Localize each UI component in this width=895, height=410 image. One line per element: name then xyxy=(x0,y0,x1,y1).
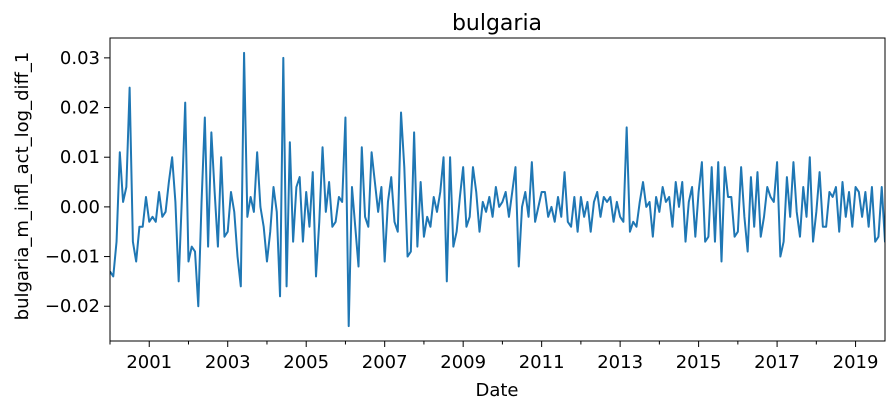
series-line-0 xyxy=(110,51,885,328)
x-tick-label: 2001 xyxy=(126,352,172,373)
y-tick-label: 0.02 xyxy=(60,98,100,119)
x-tick-label: 2017 xyxy=(754,352,800,373)
x-tick-label: 2007 xyxy=(362,352,408,373)
x-tick-label: 2013 xyxy=(597,352,643,373)
chart-title: bulgaria xyxy=(452,11,542,36)
y-tick-label: −0.01 xyxy=(45,247,100,268)
plot-area xyxy=(110,51,885,328)
y-tick-label: 0.01 xyxy=(60,147,100,168)
x-axis-label: Date xyxy=(475,380,518,401)
x-tick-label: 2003 xyxy=(205,352,251,373)
x-tick-label: 2019 xyxy=(833,352,879,373)
x-axis: 2001 2003 2005 2007 2009 2011 2013 2015 2017 2019 xyxy=(109,341,879,373)
y-tick-label: 0.03 xyxy=(60,48,100,69)
x-tick-label: 2011 xyxy=(519,352,565,373)
x-tick-label: 2005 xyxy=(283,352,329,373)
y-axis-label: bulgaria_m_infl_act_log_diff_1 xyxy=(12,52,33,321)
y-tick-label: −0.02 xyxy=(45,296,100,317)
x-tick-label: 2015 xyxy=(676,352,722,373)
y-tick-label: 0.00 xyxy=(60,197,100,218)
y-axis: 0.03 0.02 0.01 0.00 −0.01 −0.02 xyxy=(45,48,110,317)
x-tick-label: 2009 xyxy=(440,352,486,373)
axes-frame xyxy=(109,37,886,342)
